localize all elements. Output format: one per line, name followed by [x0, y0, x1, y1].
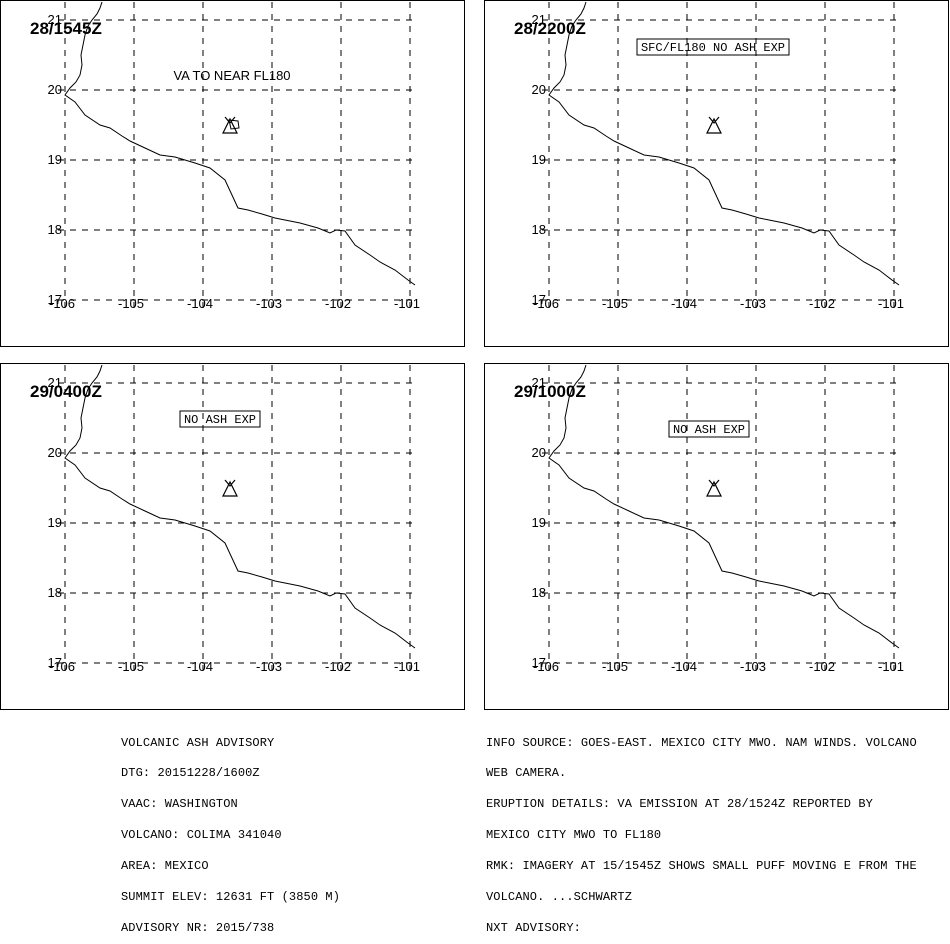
volcano-triangle-icon: [706, 116, 722, 134]
longitude-label: -102: [325, 296, 351, 311]
panel-time-label: 28/1545Z: [30, 19, 102, 38]
advisory-line: DTG: 20151228/1600Z: [121, 766, 260, 781]
panel-border: [484, 0, 949, 347]
annotation-text: NO ASH EXP: [673, 423, 745, 437]
advisory-line: AREA: MEXICO: [121, 859, 209, 874]
latitude-label: 19: [48, 515, 62, 530]
details-line: RMK: IMAGERY AT 15/1545Z SHOWS SMALL PUF…: [486, 859, 917, 874]
latitude-label: 21: [532, 375, 546, 390]
latitude-label: 19: [532, 515, 546, 530]
latitude-label: 18: [48, 222, 62, 237]
latitude-label: 20: [48, 82, 62, 97]
latitude-label: 18: [48, 585, 62, 600]
map-svg: 21 20 19 18 17-106 -105 -104 -103 -102 -101 29/040…: [0, 363, 465, 710]
details-line: ERUPTION DETAILS: VA EMISSION AT 28/1524…: [486, 797, 873, 812]
latitude-label: 17: [532, 655, 546, 670]
longitude-label: -105: [118, 296, 144, 311]
advisory-details-block: INFO SOURCE: GOES-EAST. MEXICO CITY MWO.…: [486, 717, 917, 944]
longitude-label: -106: [533, 296, 559, 311]
coastline: [64, 1, 416, 286]
longitude-label: -101: [878, 659, 904, 674]
longitude-label: -105: [602, 659, 628, 674]
longitude-label: -106: [49, 296, 75, 311]
volcano-triangle-icon: [706, 479, 722, 497]
details-line: VOLCANO. ...SCHWARTZ: [486, 890, 633, 905]
latitude-label: 18: [532, 222, 546, 237]
latitude-label: 20: [532, 445, 546, 460]
volcano-triangle-icon: [222, 479, 238, 497]
longitude-label: -104: [671, 659, 697, 674]
map-panel-4: 21 20 19 18 17 -106 -105 -104 -103 -102 -101 29/100…: [484, 363, 949, 710]
advisory-header-block: VOLCANIC ASH ADVISORY DTG: 20151228/1600…: [121, 717, 340, 944]
longitude-label: -105: [118, 659, 144, 674]
advisory-line: VOLCANIC ASH ADVISORY: [121, 735, 275, 750]
latitude-label: 18: [532, 585, 546, 600]
longitude-label: -103: [256, 659, 282, 674]
latitude-label: 21: [48, 12, 62, 27]
longitude-label: -106: [49, 659, 75, 674]
coastline: [64, 364, 416, 649]
map-panel-1: 21 20 19 18 17 -106 -105 -104 -103 -102 -101 28/154…: [0, 0, 465, 347]
longitude-label: -101: [394, 659, 420, 674]
longitude-label: -103: [256, 296, 282, 311]
latitude-label: 17: [48, 292, 62, 307]
annotation-text: VA TO NEAR FL180: [173, 68, 290, 83]
annotation-text: NO ASH EXP: [184, 413, 256, 427]
panel-border: [0, 0, 465, 347]
panel-time-label: 28/2200Z: [514, 19, 586, 38]
longitude-label: -101: [878, 296, 904, 311]
advisory-line: ADVISORY NR: 2015/738: [121, 920, 275, 935]
longitude-label: -105: [602, 296, 628, 311]
latitude-label: 20: [532, 82, 546, 97]
latitude-label: 17: [532, 292, 546, 307]
map-panel-2: 21 20 19 18 17 -106 -105 -104 -103 -102 -101 28/220…: [484, 0, 949, 347]
advisory-line: VOLCANO: COLIMA 341040: [121, 828, 282, 843]
longitude-label: -102: [809, 659, 835, 674]
map-svg: 21 20 19 18 17-106 -105 -104 -103 -102 -101 28/220…: [484, 0, 949, 347]
longitude-label: -103: [740, 296, 766, 311]
annotation-box: NO ASH EXP: [668, 420, 750, 438]
annotation-text: SFC/FL180 NO ASH EXP: [641, 41, 785, 55]
longitude-label: -104: [187, 296, 213, 311]
details-line: MEXICO CITY MWO TO FL180: [486, 828, 662, 843]
map-svg: 21 20 19 18 17-106 -105 -104 -103 -102 -101 28/154…: [0, 0, 465, 347]
latitude-label: 17: [48, 655, 62, 670]
annotation-box: SFC/FL180 NO ASH EXP: [636, 38, 790, 56]
longitude-label: -103: [740, 659, 766, 674]
ash-cloud-outline: [228, 119, 240, 130]
advisory-line: VAAC: WASHINGTON: [121, 797, 238, 812]
details-line: WEB CAMERA.: [486, 766, 567, 781]
longitude-label: -102: [325, 659, 351, 674]
annotation-box: NO ASH EXP: [179, 410, 261, 428]
longitude-label: -106: [533, 659, 559, 674]
coastline: [548, 1, 900, 286]
map-svg: 21 20 19 18 17-106 -105 -104 -103 -102 -101 29/100…: [484, 363, 949, 710]
panel-border: [0, 363, 465, 710]
panel-time-label: 29/0400Z: [30, 382, 102, 401]
longitude-label: -104: [671, 296, 697, 311]
map-panel-3: 21 20 19 18 17 -106 -105 -104 -103 -102 -101 29/040…: [0, 363, 465, 710]
longitude-label: -102: [809, 296, 835, 311]
panel-border: [484, 363, 949, 710]
latitude-label: 21: [48, 375, 62, 390]
details-line: INFO SOURCE: GOES-EAST. MEXICO CITY MWO.…: [486, 735, 917, 750]
latitude-label: 19: [532, 152, 546, 167]
longitude-label: -101: [394, 296, 420, 311]
latitude-label: 20: [48, 445, 62, 460]
advisory-line: SUMMIT ELEV: 12631 FT (3850 M): [121, 890, 341, 905]
panel-time-label: 29/1000Z: [514, 382, 586, 401]
latitude-label: 21: [532, 12, 546, 27]
latitude-label: 19: [48, 152, 62, 167]
longitude-label: -104: [187, 659, 213, 674]
coastline: [548, 364, 900, 649]
details-line: NXT ADVISORY:: [486, 920, 581, 935]
